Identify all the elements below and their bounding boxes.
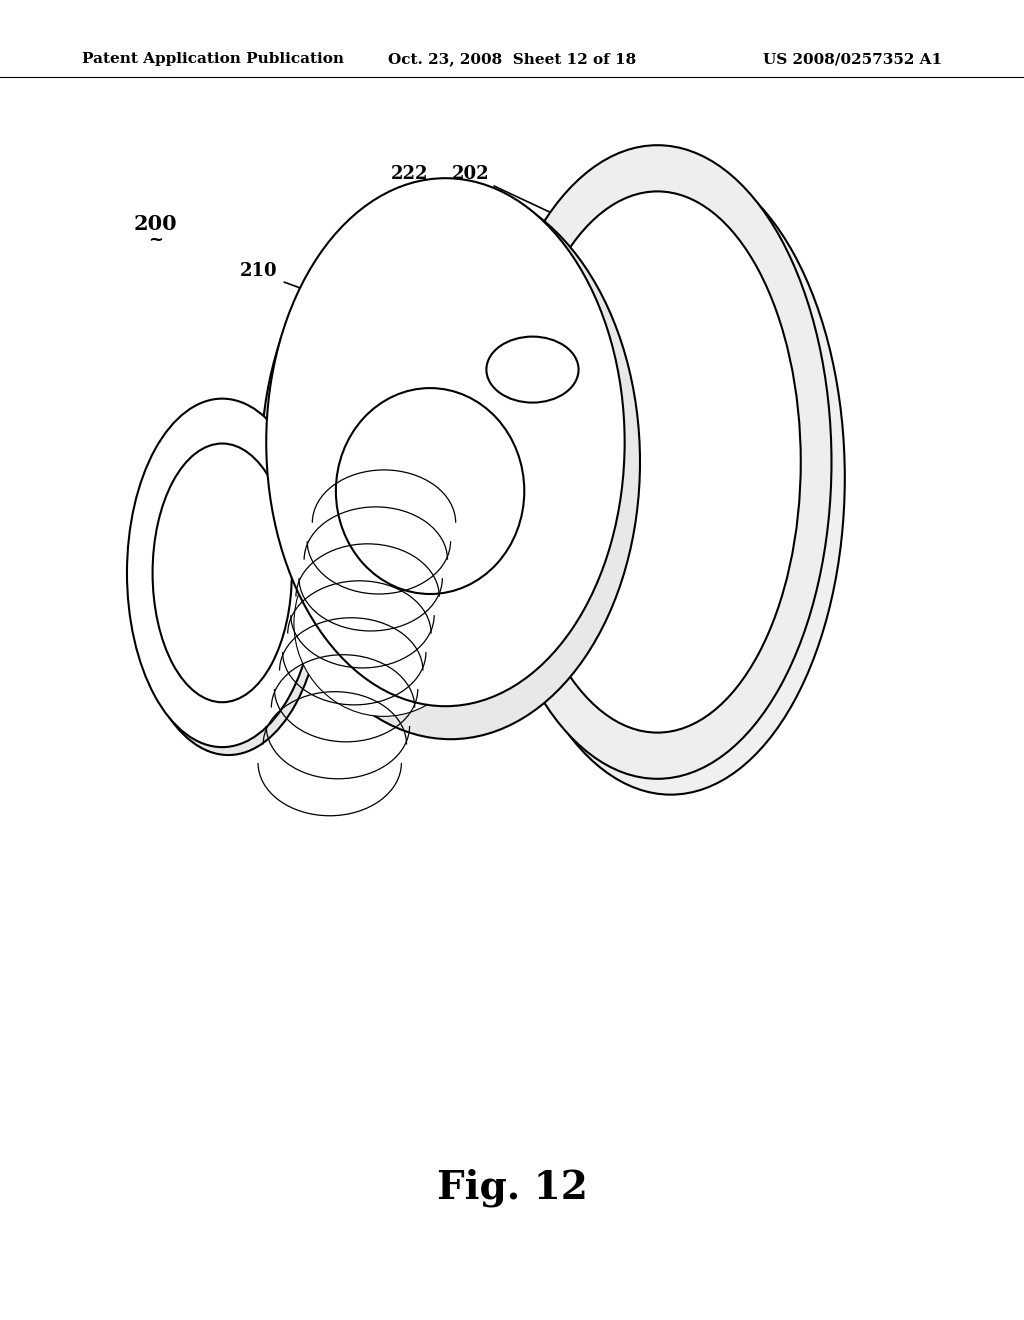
- Text: 218: 218: [717, 495, 754, 513]
- Ellipse shape: [486, 337, 579, 403]
- Ellipse shape: [133, 407, 324, 755]
- Text: Patent Application Publication: Patent Application Publication: [82, 53, 344, 66]
- Text: US 2008/0257352 A1: US 2008/0257352 A1: [763, 53, 942, 66]
- Ellipse shape: [312, 467, 493, 652]
- Text: 224: 224: [352, 693, 389, 711]
- Text: 210: 210: [241, 261, 278, 280]
- Ellipse shape: [298, 517, 477, 704]
- Ellipse shape: [497, 161, 845, 795]
- Ellipse shape: [266, 178, 625, 706]
- Text: Oct. 23, 2008  Sheet 12 of 18: Oct. 23, 2008 Sheet 12 of 18: [388, 53, 636, 66]
- Ellipse shape: [514, 191, 801, 733]
- Text: ~: ~: [148, 231, 163, 249]
- Text: 200: 200: [134, 214, 177, 235]
- Ellipse shape: [319, 442, 500, 627]
- Text: 204: 204: [222, 681, 259, 700]
- Ellipse shape: [527, 207, 814, 748]
- Text: 214: 214: [420, 693, 457, 711]
- Ellipse shape: [294, 531, 474, 717]
- Ellipse shape: [336, 388, 524, 594]
- Ellipse shape: [305, 492, 484, 678]
- Ellipse shape: [301, 506, 481, 690]
- Ellipse shape: [261, 185, 640, 739]
- Text: 222: 222: [391, 165, 428, 183]
- Text: 216: 216: [485, 693, 522, 711]
- Ellipse shape: [483, 145, 831, 779]
- Ellipse shape: [315, 455, 496, 640]
- Text: Fig. 12: Fig. 12: [436, 1168, 588, 1208]
- Ellipse shape: [159, 451, 298, 710]
- Ellipse shape: [153, 444, 292, 702]
- Text: 202: 202: [453, 165, 489, 183]
- Ellipse shape: [127, 399, 317, 747]
- Ellipse shape: [308, 480, 488, 665]
- Text: 212: 212: [642, 578, 679, 597]
